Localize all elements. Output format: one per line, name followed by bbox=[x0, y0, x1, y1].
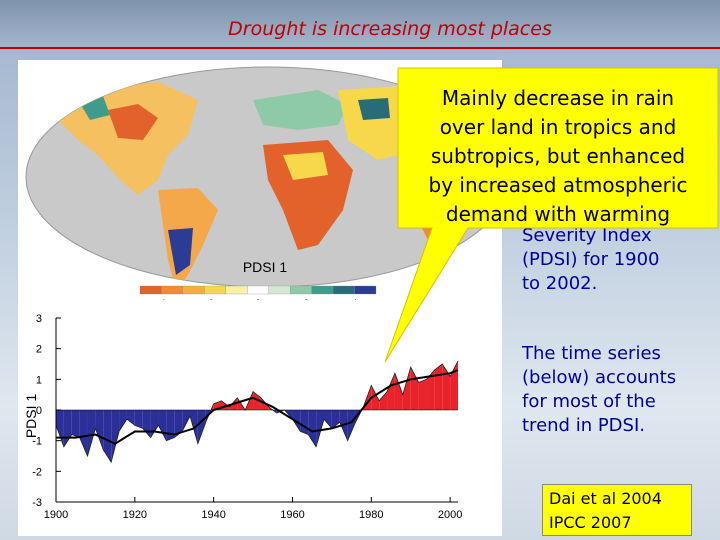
negative-area-segment bbox=[119, 410, 127, 432]
positive-area-segment bbox=[387, 373, 395, 410]
citation-line: IPCC 2007 bbox=[549, 513, 632, 532]
citation-box: Dai et al 2004 IPCC 2007 bbox=[542, 484, 692, 536]
colorbar-tick-label: -4 bbox=[157, 298, 165, 300]
negative-area-segment bbox=[300, 410, 309, 435]
negative-area-segment bbox=[174, 410, 183, 438]
negative-area-segment bbox=[324, 410, 332, 429]
negative-area-segment bbox=[111, 410, 120, 463]
negative-area-segment bbox=[71, 410, 80, 438]
map-na-dry-core bbox=[108, 104, 158, 140]
negative-area-segment bbox=[347, 410, 356, 441]
callout-line: over land in tropics and bbox=[439, 115, 677, 139]
map-sahel bbox=[283, 152, 328, 180]
timeseries-note: The time series (below) accounts for mos… bbox=[522, 342, 717, 438]
description-line: (PDSI) for 1900 bbox=[522, 249, 660, 270]
positive-area-segment bbox=[442, 364, 451, 410]
description-line: to 2002. bbox=[522, 273, 598, 294]
negative-area-segment bbox=[190, 410, 198, 444]
pdsi-map: PDSI 1 -4 -2 0 2 4 bbox=[25, 66, 502, 300]
title-underline bbox=[0, 47, 720, 49]
negative-area-segment bbox=[182, 410, 190, 432]
negative-area-segment bbox=[150, 410, 159, 438]
negative-area-segment bbox=[103, 410, 112, 463]
negative-area-segment bbox=[316, 410, 324, 447]
positive-area-segment bbox=[394, 373, 403, 410]
map-sa-wet bbox=[168, 228, 193, 275]
title-band bbox=[0, 0, 720, 55]
negative-area-segment bbox=[79, 410, 88, 456]
map-africa bbox=[263, 140, 353, 250]
negative-area-segment bbox=[126, 410, 135, 426]
negative-area-segment bbox=[87, 410, 96, 456]
note-line: The time series bbox=[522, 343, 661, 364]
description-text: Severity Index (PDSI) for 1900 to 2002. bbox=[522, 224, 717, 296]
y-tick-label: 3 bbox=[36, 313, 42, 325]
y-tick-label: 1 bbox=[36, 374, 42, 386]
x-tick-label: 2000 bbox=[438, 509, 462, 521]
map-label: PDSI 1 bbox=[243, 259, 288, 275]
positive-area-segment bbox=[426, 370, 435, 410]
colorbar-swatch bbox=[354, 285, 377, 295]
y-axis-label: PDSI 1 bbox=[23, 394, 39, 439]
x-tick-label: 1920 bbox=[123, 509, 147, 521]
annual-series-line bbox=[55, 360, 459, 464]
callout-line: subtropics, but enhanced bbox=[430, 144, 686, 168]
colorbar-tick-label: 2 bbox=[304, 298, 309, 300]
map-europe bbox=[253, 90, 348, 130]
negative-area-segment bbox=[166, 410, 175, 441]
negative-area-segment bbox=[158, 410, 167, 441]
colorbar-tick-label: 0 bbox=[255, 298, 260, 300]
y-tick-label: 2 bbox=[36, 344, 42, 356]
smoothed-series-line bbox=[56, 369, 459, 445]
positive-area-segment bbox=[379, 391, 388, 410]
colorbar-tick-label: 4 bbox=[352, 298, 357, 300]
callout-line: demand with warming bbox=[445, 202, 671, 226]
callout-text: Mainly decrease in rain over land in tro… bbox=[398, 84, 718, 229]
positive-area-segment bbox=[410, 367, 419, 410]
negative-area-segment bbox=[134, 410, 143, 429]
negative-area-segment bbox=[197, 410, 206, 444]
x-tick-label: 1940 bbox=[201, 509, 225, 521]
citation-line: Dai et al 2004 bbox=[549, 489, 662, 508]
y-tick-label: -2 bbox=[32, 466, 42, 478]
positive-area-segment bbox=[434, 364, 443, 410]
note-line: (below) accounts bbox=[522, 367, 677, 388]
map-colorbar: -4 -2 0 2 4 bbox=[139, 285, 377, 300]
x-tick-label: 1900 bbox=[44, 509, 68, 521]
note-line: trend in PDSI. bbox=[522, 415, 645, 436]
colorbar-tick-label: -2 bbox=[206, 298, 214, 300]
callout-line: Mainly decrease in rain bbox=[441, 86, 675, 110]
slide-title: Drought is increasing most places bbox=[228, 18, 552, 40]
x-tick-label: 1960 bbox=[280, 509, 304, 521]
callout-line: by increased atmospheric bbox=[428, 173, 688, 197]
y-tick-label: -1 bbox=[32, 436, 42, 448]
positive-area-segment bbox=[371, 385, 380, 410]
positive-area-segment bbox=[402, 367, 411, 410]
map-asia-wet bbox=[358, 98, 390, 120]
y-tick-label: 0 bbox=[36, 405, 42, 417]
x-tick-label: 1980 bbox=[359, 509, 383, 521]
y-tick-label: -3 bbox=[32, 497, 42, 509]
note-line: for most of the bbox=[522, 391, 656, 412]
positive-area-segment bbox=[418, 379, 427, 410]
negative-area-segment bbox=[95, 410, 104, 450]
